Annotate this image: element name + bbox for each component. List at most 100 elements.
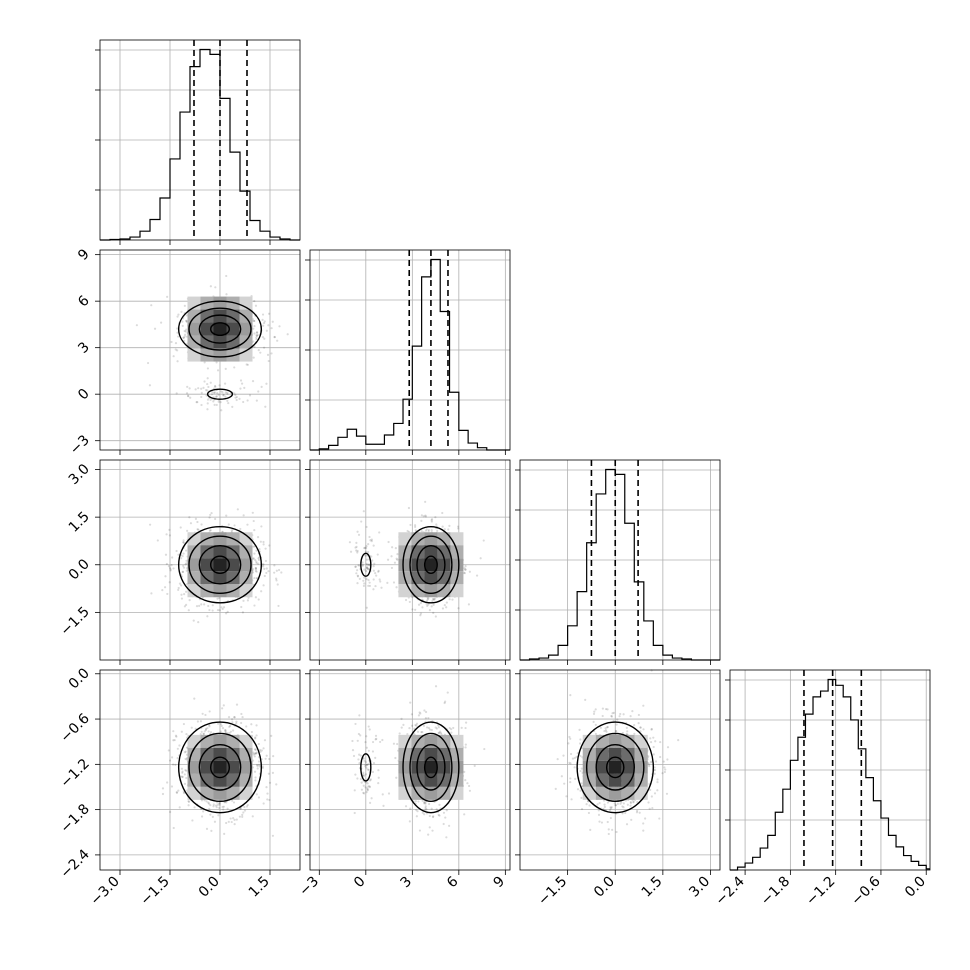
sample-point xyxy=(444,700,447,703)
sample-point xyxy=(215,395,218,398)
sample-point xyxy=(656,789,659,792)
sample-point xyxy=(262,346,266,349)
sample-point xyxy=(226,610,229,613)
sample-point xyxy=(259,748,262,752)
sample-point xyxy=(425,599,429,602)
density-cell xyxy=(213,558,227,572)
sample-point xyxy=(255,751,258,754)
sample-point xyxy=(222,805,225,808)
sample-point xyxy=(631,710,634,713)
sample-point xyxy=(467,784,471,788)
sample-point xyxy=(356,739,359,742)
sample-point xyxy=(227,820,230,823)
sample-point xyxy=(257,349,260,352)
sample-point xyxy=(251,511,254,514)
density-cell xyxy=(213,322,227,336)
sample-point xyxy=(181,320,184,323)
sample-point xyxy=(200,391,203,394)
sample-point xyxy=(256,765,259,768)
sample-point xyxy=(253,604,256,607)
contour-line xyxy=(209,322,230,337)
sample-point xyxy=(202,386,205,389)
sample-point xyxy=(434,516,437,519)
joint-panel-2-0 xyxy=(95,459,301,665)
sample-point xyxy=(150,592,153,595)
sample-point xyxy=(266,353,270,356)
sample-point xyxy=(358,564,361,567)
contour-line xyxy=(209,555,230,575)
sample-point xyxy=(217,814,220,817)
sample-point xyxy=(375,737,378,740)
sample-point xyxy=(255,576,258,580)
panel-frame xyxy=(99,249,301,451)
sample-point xyxy=(156,539,159,542)
sample-point xyxy=(362,791,365,794)
density-cell xyxy=(239,322,253,336)
sample-point xyxy=(180,730,183,733)
sample-point xyxy=(169,568,172,571)
sample-point xyxy=(415,808,418,812)
sample-point xyxy=(578,742,582,745)
sample-point xyxy=(211,609,214,612)
sample-point xyxy=(255,734,258,737)
density-cell xyxy=(200,322,214,336)
sample-point xyxy=(209,381,212,384)
sample-point xyxy=(381,793,384,796)
sample-point xyxy=(226,399,229,402)
sample-point xyxy=(445,809,448,812)
sample-point xyxy=(172,355,175,358)
sample-point xyxy=(360,781,363,784)
sample-point xyxy=(365,766,368,769)
density-cell xyxy=(187,584,201,598)
sample-point xyxy=(170,756,174,759)
sample-point xyxy=(254,558,257,562)
sample-point xyxy=(262,543,265,546)
density-cell xyxy=(213,348,227,362)
sample-point xyxy=(254,779,257,782)
density-cell xyxy=(213,571,227,585)
sample-point xyxy=(188,516,191,519)
sample-point xyxy=(184,333,187,336)
density-cell xyxy=(398,747,412,761)
sample-point xyxy=(264,559,268,563)
sample-point xyxy=(240,382,244,385)
density-cell xyxy=(437,558,451,572)
sample-point xyxy=(357,533,361,536)
sample-point xyxy=(176,360,179,363)
sample-point xyxy=(392,581,396,584)
sample-point xyxy=(364,763,367,766)
sample-point xyxy=(181,570,185,573)
sample-point xyxy=(268,757,271,761)
sample-point xyxy=(424,514,427,517)
density-cell xyxy=(187,558,201,572)
sample-point xyxy=(214,286,217,289)
sample-point xyxy=(357,758,360,761)
sample-point xyxy=(202,732,205,736)
density-cell xyxy=(398,786,412,800)
density-cell xyxy=(200,335,214,349)
sample-point xyxy=(424,710,428,714)
sample-point xyxy=(420,514,423,517)
sample-point xyxy=(207,385,210,389)
sample-point xyxy=(226,807,229,810)
marginal-hist-0 xyxy=(95,39,301,245)
sample-point xyxy=(273,336,276,339)
sample-point xyxy=(174,341,178,345)
sample-point xyxy=(250,730,254,734)
sample-point xyxy=(365,735,368,738)
density-cell xyxy=(424,773,438,787)
sample-point xyxy=(191,819,194,822)
sample-point xyxy=(425,726,429,729)
sample-point xyxy=(432,603,435,606)
sample-point xyxy=(354,773,357,776)
sample-point xyxy=(200,403,203,407)
sample-point xyxy=(427,603,430,606)
sample-point xyxy=(227,716,231,719)
sample-point xyxy=(604,707,608,711)
sample-point xyxy=(209,285,212,288)
sample-point xyxy=(367,584,370,587)
sample-point xyxy=(243,386,246,390)
sample-point xyxy=(232,801,236,804)
sample-point xyxy=(435,727,439,730)
density-cell xyxy=(398,734,412,748)
